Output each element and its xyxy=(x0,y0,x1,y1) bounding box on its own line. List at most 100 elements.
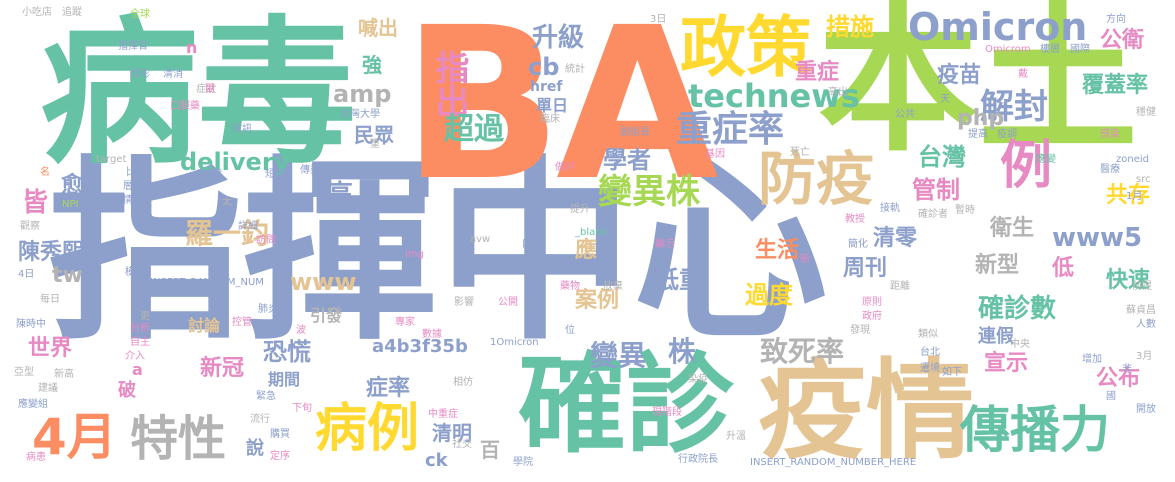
word-cloud-word: 措施 xyxy=(826,13,874,41)
word-cloud-word: 說 xyxy=(246,438,264,459)
word-cloud-word: 陳時中 xyxy=(16,319,46,330)
word-cloud-word: 過度 xyxy=(745,281,793,309)
word-cloud-word: 高 xyxy=(327,180,354,210)
word-cloud-word: 距離 xyxy=(890,281,910,292)
word-cloud-word: 覆蓋率 xyxy=(1082,73,1149,98)
word-cloud-word: href xyxy=(530,79,563,95)
word-cloud-word: 病毒 xyxy=(40,2,356,186)
word-cloud-word: 定序 xyxy=(270,451,290,462)
word-cloud-word: 口服藥 xyxy=(170,101,200,112)
word-cloud-word: 藥物 xyxy=(560,281,580,292)
word-cloud-word: 自主 xyxy=(130,337,150,348)
word-cloud-word: 波 xyxy=(296,325,306,336)
word-cloud-word: 新冠 xyxy=(200,356,245,381)
word-cloud-word: 3月 xyxy=(1136,351,1153,362)
word-cloud-word: 升溫 xyxy=(726,431,746,442)
word-cloud-word: 民眾 xyxy=(354,123,394,147)
word-cloud-word: 期間 xyxy=(268,370,301,389)
word-cloud-word: 強 xyxy=(362,53,382,77)
word-cloud-word: 清明 xyxy=(432,421,472,445)
word-cloud-word: 情形 xyxy=(130,69,150,80)
word-cloud-word: 天 xyxy=(940,94,950,105)
word-cloud-word: 重 xyxy=(370,139,380,150)
word-cloud-word: 百 xyxy=(480,438,500,462)
word-cloud-word: 特性 xyxy=(130,411,227,467)
word-cloud-word: 資訊 xyxy=(232,124,252,135)
word-cloud-word: 疫調 xyxy=(997,129,1017,140)
word-cloud-word: 單日 xyxy=(536,96,569,115)
word-cloud-word: amp xyxy=(333,80,392,108)
word-cloud-word: 確診數 xyxy=(978,294,1057,324)
word-cloud-word: delivery xyxy=(180,148,290,176)
word-cloud-word: 防疫 xyxy=(758,145,875,213)
word-cloud-word: 模式 xyxy=(125,267,145,278)
word-cloud-word: 新高 xyxy=(54,369,74,380)
word-cloud-word: 確診 xyxy=(518,343,735,468)
word-cloud-word: 樓層 xyxy=(1040,44,1060,55)
word-cloud-word: 指揮中心 xyxy=(48,139,828,366)
word-cloud-word: 數據 xyxy=(422,329,442,340)
word-cloud-word: 行政院長 xyxy=(678,454,718,465)
word-cloud-word: 學者 xyxy=(603,146,651,174)
word-cloud-word: 追蹤 xyxy=(62,7,82,18)
word-cloud-word: 台灣 xyxy=(918,143,966,171)
word-cloud-word: 公衛 xyxy=(1100,28,1145,53)
word-cloud-word: 台北 xyxy=(920,347,940,358)
word-cloud-word: 中央 xyxy=(1010,339,1030,350)
word-cloud-word: 戴 xyxy=(1018,69,1028,80)
word-cloud-word: 破 xyxy=(118,380,136,401)
word-cloud-word: 1月 xyxy=(1126,191,1143,202)
word-cloud-word: 社交 xyxy=(452,439,472,450)
word-cloud-word: 流行 xyxy=(250,414,270,425)
word-cloud-word: Omicron xyxy=(908,5,1088,49)
word-cloud-word: 管制 xyxy=(912,176,960,204)
word-cloud-word: a xyxy=(132,360,143,379)
word-cloud-word: 公開 xyxy=(498,297,518,308)
word-cloud-word: 影響 xyxy=(454,297,474,308)
word-cloud-word: 亞型 xyxy=(14,367,34,378)
word-cloud-word: 前提 xyxy=(1132,281,1152,292)
word-cloud-word: 周刊 xyxy=(843,256,888,281)
word-cloud-word: 衛生 xyxy=(990,216,1035,241)
word-cloud-word: 統計 xyxy=(565,64,585,75)
word-cloud-word: 指揮官 xyxy=(118,41,148,52)
word-cloud-word: img xyxy=(405,249,424,260)
word-cloud-word: 病例 xyxy=(315,399,420,459)
word-cloud-word: 生活 xyxy=(755,238,800,263)
word-cloud-word: 每日 xyxy=(40,294,60,305)
word-cloud-word: 開放 xyxy=(1136,404,1156,415)
word-cloud-word: tw xyxy=(52,263,83,288)
word-cloud-word: 清零 xyxy=(873,226,918,251)
word-cloud-word: 更 xyxy=(140,311,150,322)
word-cloud-word: 名 xyxy=(40,167,50,178)
word-cloud-word: 傳播力 xyxy=(960,401,1110,459)
word-cloud-word: 3日 xyxy=(650,14,667,25)
word-cloud-word: 4日 xyxy=(18,269,35,280)
word-cloud-word: 增加 xyxy=(1082,354,1102,365)
word-cloud-word: src xyxy=(1136,174,1151,185)
word-cloud-word: 學院 xyxy=(513,457,533,468)
word-cloud-word: technews xyxy=(688,77,860,115)
word-cloud-word: zoneid xyxy=(1116,154,1149,165)
word-cloud-word: 相仿 xyxy=(453,377,473,388)
word-cloud-word: 確診者 xyxy=(918,209,948,220)
word-cloud-word: 介入 xyxy=(125,351,145,362)
word-cloud-word: 位 xyxy=(565,325,575,336)
word-cloud-word: 接軌 xyxy=(880,203,900,214)
word-cloud-word: 小吃店 xyxy=(22,7,52,18)
word-cloud-word: cb xyxy=(528,53,560,81)
word-cloud-word: 類似 xyxy=(918,329,938,340)
word-cloud-word: 短短 xyxy=(265,169,285,180)
word-cloud-word: 政策 xyxy=(680,9,812,86)
word-cloud-word: 疫苗 xyxy=(937,63,982,88)
word-cloud-word: avw xyxy=(470,234,491,245)
word-cloud-word: 發現 xyxy=(850,325,870,336)
word-cloud-word: 購買 xyxy=(270,429,290,440)
word-cloud-word: 應 xyxy=(575,238,598,263)
word-cloud-word: 組織 xyxy=(202,169,222,180)
word-cloud-word: NPI xyxy=(62,199,79,210)
word-cloud-word: 感染 xyxy=(1100,129,1120,140)
word-cloud-word: 低重 xyxy=(655,266,703,294)
word-cloud-word: 太 xyxy=(222,197,232,208)
